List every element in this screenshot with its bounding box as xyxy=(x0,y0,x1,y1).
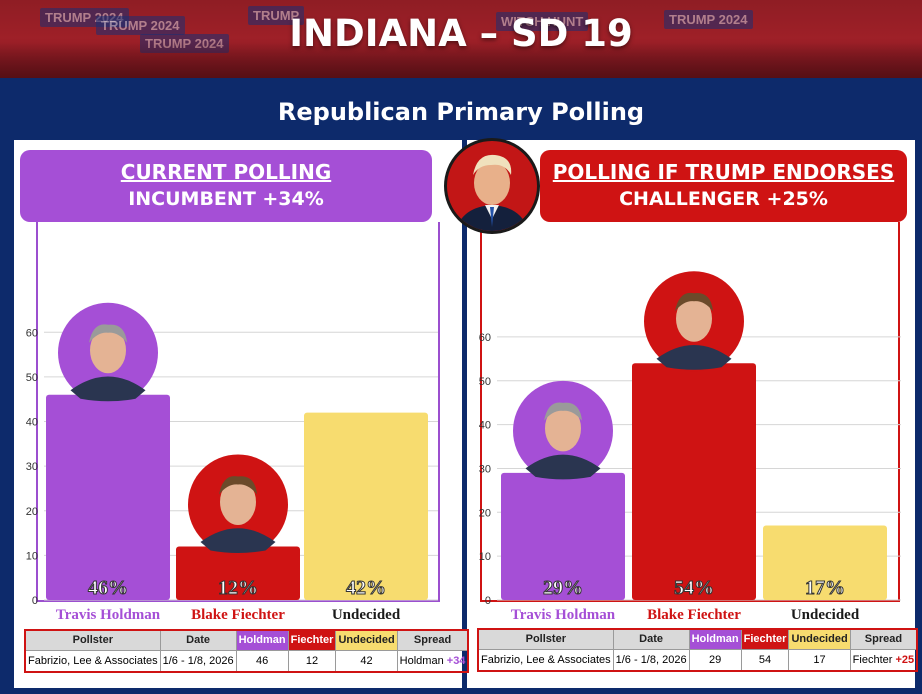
table-header-row: Pollster Date Holdman Fiechter Undecided… xyxy=(477,628,918,650)
header-undecided: Undecided xyxy=(335,629,398,651)
data-label-fiechter: 54% xyxy=(674,577,714,599)
candidate-photo-hair xyxy=(675,292,713,312)
data-label-holdman: 29% xyxy=(543,577,583,599)
cell-undecided: 42 xyxy=(335,649,398,673)
y-tick-label: 0 xyxy=(485,595,491,607)
header-fiechter: Fiechter xyxy=(287,629,337,651)
spread-name: Holdman xyxy=(399,654,444,667)
bar-fiechter xyxy=(632,363,756,600)
category-label-fiechter: Blake Fiechter xyxy=(647,607,741,623)
table-row: Fabrizio, Lee & Associates 1/6 - 1/8, 20… xyxy=(477,648,918,672)
cell-fiechter: 54 xyxy=(740,648,790,672)
trump-portrait xyxy=(444,138,540,234)
bar-holdman xyxy=(501,472,625,600)
crowd-overlay xyxy=(0,38,922,78)
header-date: Date xyxy=(612,628,690,650)
crowd-sign: TRUMP 2024 xyxy=(664,10,753,29)
current-polling-title: CURRENT POLLING xyxy=(120,160,332,184)
y-tick-label: 0 xyxy=(32,595,38,607)
y-tick-label: 20 xyxy=(26,506,38,518)
header-banner: TRUMP 2024 TRUMP 2024 TRUMP TRUMP 2024 W… xyxy=(0,0,922,78)
header-pollster: Pollster xyxy=(24,629,161,651)
cell-pollster: Fabrizio, Lee & Associates xyxy=(24,649,161,673)
y-tick-label: 30 xyxy=(26,461,38,473)
candidate-photo-face xyxy=(220,478,256,525)
crowd-sign: WITCH HUNT xyxy=(496,12,589,31)
y-tick-label: 50 xyxy=(479,376,491,388)
bottom-strip xyxy=(0,688,922,694)
trump-endorses-header: POLLING IF TRUMP ENDORSES CHALLENGER +25… xyxy=(540,150,907,222)
data-label-undecided: 42% xyxy=(346,577,386,599)
candidate-photo-face xyxy=(676,295,712,342)
y-tick-label: 30 xyxy=(479,463,491,475)
category-label-holdman: Travis Holdman xyxy=(511,607,616,623)
spread-name: Fiechter xyxy=(852,653,893,666)
bar-undecided xyxy=(304,412,428,600)
y-tick-label: 60 xyxy=(479,332,491,344)
candidate-photo-suit xyxy=(525,454,601,480)
trump-portrait-icon xyxy=(455,154,529,231)
spread-value: +34 xyxy=(446,654,466,667)
header-fiechter: Fiechter xyxy=(740,628,790,650)
left-chart-frame xyxy=(36,222,440,602)
data-label-undecided: 17% xyxy=(805,577,845,599)
candidate-photo-face xyxy=(90,327,126,374)
page-subtitle: Republican Primary Polling xyxy=(277,98,645,126)
candidate-photo-face xyxy=(545,405,581,452)
cell-undecided: 17 xyxy=(788,648,851,672)
candidate-photo-suit xyxy=(656,344,732,370)
header-holdman: Holdman xyxy=(235,629,289,651)
spread-value: +25 xyxy=(895,653,915,666)
cell-spread: Holdman +34 xyxy=(396,649,469,673)
right-poll-table: Pollster Date Holdman Fiechter Undecided… xyxy=(477,628,919,672)
category-label-fiechter: Blake Fiechter xyxy=(191,607,285,623)
trump-endorses-chart: 0 10 20 30 40 50 60 29% 54% 17% Travis Holdman… xyxy=(479,271,901,623)
cell-holdman: 29 xyxy=(688,648,742,672)
crowd-sign: TRUMP xyxy=(248,6,305,25)
header-spread: Spread xyxy=(396,629,469,651)
cell-fiechter: 12 xyxy=(287,649,337,673)
current-polling-chart: 0 10 20 30 40 50 60 46% 12% 42% Travis Holdman… xyxy=(26,302,438,623)
bar-holdman xyxy=(46,394,170,600)
category-label-undecided: Undecided xyxy=(791,607,860,623)
y-tick-label: 10 xyxy=(479,551,491,563)
y-tick-label: 50 xyxy=(26,372,38,384)
current-polling-header: CURRENT POLLING INCUMBENT +34% xyxy=(20,150,432,222)
candidate-photo-hair xyxy=(219,476,257,495)
category-label-undecided: Undecided xyxy=(332,607,401,623)
table-row: Fabrizio, Lee & Associates 1/6 - 1/8, 20… xyxy=(24,649,469,673)
y-tick-label: 10 xyxy=(26,550,38,562)
bar-undecided xyxy=(763,525,887,600)
left-poll-table: Pollster Date Holdman Fiechter Undecided… xyxy=(24,629,470,673)
y-tick-label: 40 xyxy=(479,420,491,432)
cell-pollster: Fabrizio, Lee & Associates xyxy=(477,648,614,672)
category-label-holdman: Travis Holdman xyxy=(56,607,161,623)
y-tick-label: 40 xyxy=(26,417,38,429)
candidate-photo-suit xyxy=(200,528,276,553)
y-tick-label: 20 xyxy=(479,507,491,519)
crowd-sign: TRUMP 2024 xyxy=(96,16,185,35)
right-chart-frame xyxy=(480,222,900,602)
table-header-row: Pollster Date Holdman Fiechter Undecided… xyxy=(24,629,469,651)
header-holdman: Holdman xyxy=(688,628,742,650)
data-label-holdman: 46% xyxy=(88,577,128,599)
header-undecided: Undecided xyxy=(788,628,851,650)
cell-date: 1/6 - 1/8, 2026 xyxy=(612,648,690,672)
header-date: Date xyxy=(159,629,237,651)
header-spread: Spread xyxy=(849,628,918,650)
bar-fiechter xyxy=(176,546,300,600)
candidate-photo-suit xyxy=(70,376,146,402)
cell-holdman: 46 xyxy=(235,649,289,673)
y-tick-label: 60 xyxy=(26,327,38,339)
candidate-photo-hair xyxy=(89,324,127,343)
trump-endorses-title: POLLING IF TRUMP ENDORSES xyxy=(552,160,895,184)
cell-date: 1/6 - 1/8, 2026 xyxy=(159,649,237,673)
incumbent-lead: INCUMBENT +34% xyxy=(128,188,324,210)
challenger-lead: CHALLENGER +25% xyxy=(619,188,828,210)
candidate-photo-hair xyxy=(544,402,582,421)
data-label-fiechter: 12% xyxy=(218,577,258,599)
page-title: INDIANA – SD 19 xyxy=(289,12,633,55)
header-pollster: Pollster xyxy=(477,628,614,650)
cell-spread: Fiechter +25 xyxy=(849,648,918,672)
